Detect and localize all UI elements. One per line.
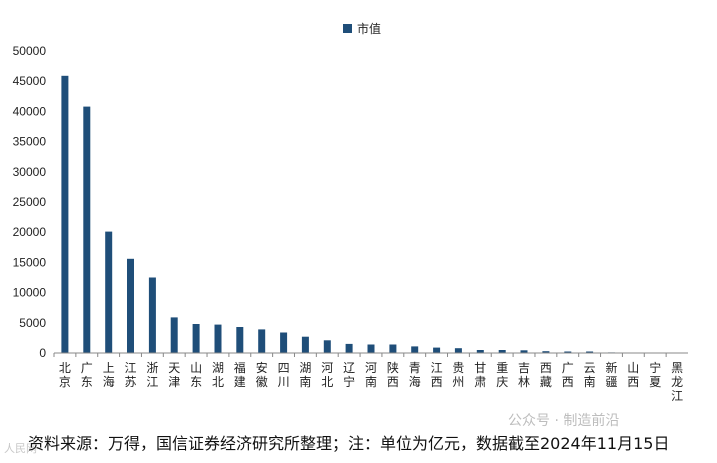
x-tick-label: 辽宁 — [343, 361, 355, 389]
x-tick-label: 四川 — [278, 361, 290, 389]
bar-13 — [345, 343, 353, 353]
bar-5 — [170, 317, 178, 353]
y-tick-label: 10000 — [13, 286, 47, 300]
x-tick-label: 福建 — [234, 360, 246, 389]
y-tick-label: 50000 — [13, 44, 47, 58]
x-tick-label: 西藏 — [540, 361, 552, 389]
x-tick-label: 吉林 — [518, 361, 530, 389]
legend-label: 市值 — [357, 21, 381, 36]
legend: 市值 — [343, 21, 381, 36]
bar-chart: 市值 0 5000 10000 15000 20000 25000 30000 35000 40… — [13, 21, 688, 403]
bar-14 — [367, 344, 375, 353]
bar-18 — [454, 348, 462, 353]
x-tick-label: 贵州 — [452, 361, 464, 389]
bar-8 — [236, 327, 244, 353]
y-tick-label: 25000 — [13, 195, 47, 209]
x-tick-label: 湖南 — [299, 360, 311, 389]
x-tick-label: 天津 — [168, 361, 180, 389]
bar-22 — [542, 351, 550, 353]
source-note: 资料来源：万得，国信证券经济研究所整理；注：单位为亿元，数据截至2024年11月… — [28, 434, 670, 453]
bar-0 — [61, 75, 69, 354]
y-tick-label: 20000 — [13, 225, 47, 239]
x-tick-label: 青海 — [409, 361, 421, 389]
x-tick-label: 山西 — [627, 361, 639, 389]
x-tick-label: 陕西 — [387, 360, 399, 389]
x-tick-label: 江西 — [431, 361, 443, 389]
x-tick-label: 安徽 — [256, 360, 268, 389]
y-tick-label: 30000 — [13, 165, 47, 179]
bar-21 — [520, 350, 528, 353]
bar-10 — [280, 332, 288, 353]
bar-19 — [476, 350, 484, 353]
corner-watermark: 人民网 — [4, 442, 37, 455]
x-tick-label: 山东 — [190, 361, 202, 389]
bar-11 — [301, 336, 309, 353]
x-tick-label: 广东 — [81, 361, 93, 389]
x-tick-label: 宁夏 — [649, 360, 661, 389]
bars — [61, 75, 681, 354]
y-tick-label: 35000 — [13, 135, 47, 149]
bar-23 — [564, 351, 572, 353]
y-axis: 0 5000 10000 15000 20000 25000 30000 35000 40000… — [13, 44, 47, 360]
x-tick-label: 重庆 — [496, 361, 508, 389]
x-tick-label: 北京 — [59, 361, 71, 389]
bar-7 — [214, 324, 222, 353]
bar-24 — [586, 351, 594, 353]
y-tick-label: 45000 — [13, 74, 47, 88]
x-tick-label: 云南 — [584, 361, 596, 389]
watermark-text: 公众号 · 制造前沿 — [508, 413, 620, 429]
bar-6 — [192, 324, 200, 353]
x-tick-label: 河北 — [321, 361, 333, 389]
bar-4 — [148, 277, 156, 353]
bar-1 — [83, 106, 91, 353]
y-tick-label: 40000 — [13, 104, 47, 118]
x-tick-label: 江苏 — [124, 361, 136, 389]
x-axis: 北京广东上海江苏浙江天津山东湖北福建安徽四川湖南河北辽宁河南陕西青海江西贵州甘肃… — [53, 352, 688, 403]
bar-15 — [389, 344, 397, 353]
bar-20 — [498, 350, 506, 353]
x-tick-label: 甘肃 — [474, 361, 486, 389]
bar-16 — [411, 346, 419, 353]
bar-2 — [105, 231, 113, 353]
bar-12 — [323, 340, 331, 353]
legend-swatch — [343, 24, 352, 33]
x-tick-label: 黑龙江 — [671, 361, 683, 403]
y-tick-label: 15000 — [13, 255, 47, 269]
x-tick-label: 湖北 — [212, 360, 224, 389]
bar-9 — [258, 329, 266, 353]
y-tick-label: 5000 — [19, 316, 46, 330]
x-tick-label: 河南 — [365, 361, 377, 389]
x-tick-label: 上海 — [103, 361, 115, 389]
x-tick-label: 浙江 — [146, 361, 158, 389]
x-tick-label: 新疆 — [605, 360, 617, 389]
y-tick-label: 0 — [39, 346, 46, 360]
bar-17 — [433, 347, 441, 353]
bar-3 — [127, 258, 134, 353]
x-tick-label: 广西 — [562, 361, 574, 389]
